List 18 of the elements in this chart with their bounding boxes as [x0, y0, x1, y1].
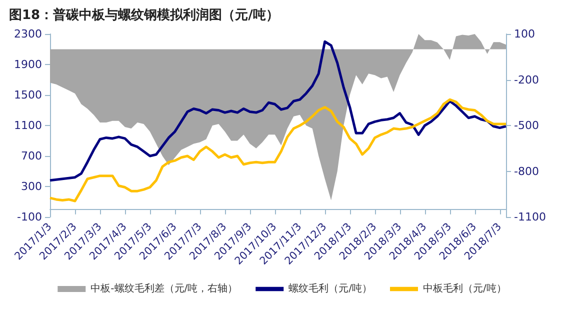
y-tick-label: 700	[21, 150, 42, 162]
y-tick-label: -100	[17, 210, 42, 224]
y-tick-label: 1900	[14, 58, 42, 71]
y-tick-label: 1500	[14, 88, 42, 102]
y2-tick-label: -1100	[514, 210, 546, 224]
y2-tick-label: -200	[514, 73, 539, 86]
y2-tick-label: 100	[514, 28, 535, 40]
y-tick-label: 2300	[14, 28, 42, 40]
chart-title: 图18：普碳中板与螺纹钢模拟利润图（元/吨）	[9, 7, 279, 23]
y-tick-label: 1100	[14, 119, 42, 132]
y2-tick-label: -800	[514, 164, 539, 178]
legend-label: 中板-螺纹毛利差（元/吨，右轴）	[90, 282, 238, 294]
line-series	[48, 40, 508, 182]
y-tick-label: 300	[21, 180, 42, 193]
y2-tick-label: -500	[514, 119, 539, 132]
legend-label: 中板毛利（元/吨）	[422, 282, 506, 294]
legend-label: 螺纹毛利（元/吨）	[288, 282, 372, 294]
line-series	[48, 98, 508, 202]
